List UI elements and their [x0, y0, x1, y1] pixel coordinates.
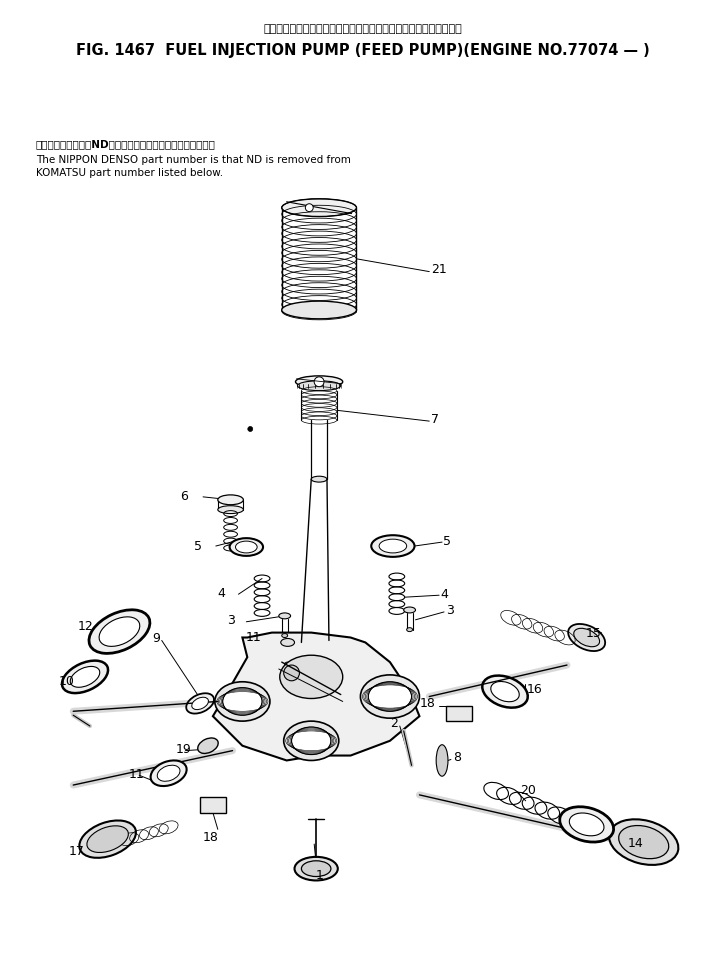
- Text: 7: 7: [431, 413, 439, 426]
- Ellipse shape: [560, 807, 613, 842]
- Ellipse shape: [279, 613, 291, 619]
- Ellipse shape: [302, 861, 331, 876]
- Ellipse shape: [368, 682, 412, 712]
- Text: KOMATSU part number listed below.: KOMATSU part number listed below.: [36, 168, 223, 179]
- Text: 4: 4: [440, 588, 448, 601]
- Ellipse shape: [285, 662, 291, 666]
- Text: The NIPPON DENSO part number is that ND is removed from: The NIPPON DENSO part number is that ND …: [36, 154, 351, 165]
- Ellipse shape: [186, 693, 214, 713]
- Ellipse shape: [79, 821, 136, 858]
- Ellipse shape: [218, 495, 244, 505]
- Text: 11: 11: [245, 631, 261, 644]
- Text: 3: 3: [446, 604, 454, 618]
- Ellipse shape: [379, 539, 407, 553]
- Ellipse shape: [151, 760, 186, 786]
- Text: FIG. 1467  FUEL INJECTION PUMP (FEED PUMP)(ENGINE NO.77074 — ): FIG. 1467 FUEL INJECTION PUMP (FEED PUMP…: [75, 43, 650, 59]
- Ellipse shape: [191, 697, 209, 710]
- Text: 15: 15: [586, 627, 602, 640]
- Ellipse shape: [281, 638, 294, 646]
- Bar: [446, 707, 471, 721]
- Ellipse shape: [198, 738, 218, 753]
- Text: フェルインジェクションポンプ　フィードポンプ　適　用　号　機: フェルインジェクションポンプ フィードポンプ 適 用 号 機: [263, 23, 462, 34]
- Ellipse shape: [280, 655, 343, 699]
- Ellipse shape: [157, 765, 180, 781]
- Ellipse shape: [296, 376, 343, 387]
- Ellipse shape: [223, 688, 262, 715]
- Text: 9: 9: [152, 632, 160, 645]
- Ellipse shape: [89, 610, 150, 653]
- Text: 19: 19: [175, 743, 191, 756]
- Text: 3: 3: [227, 614, 234, 628]
- Ellipse shape: [294, 857, 338, 880]
- Text: 8: 8: [453, 751, 461, 764]
- Ellipse shape: [282, 199, 357, 217]
- Text: 11: 11: [128, 768, 144, 781]
- Ellipse shape: [407, 628, 413, 631]
- Ellipse shape: [291, 727, 331, 754]
- Ellipse shape: [371, 535, 415, 557]
- Circle shape: [305, 204, 313, 212]
- Ellipse shape: [573, 629, 600, 647]
- Text: 4: 4: [218, 587, 225, 599]
- Ellipse shape: [568, 624, 605, 651]
- Ellipse shape: [282, 302, 357, 319]
- Text: 品番のメーカー記号NDを除いたものが日本電装の品番です。: 品番のメーカー記号NDを除いたものが日本電装の品番です。: [36, 139, 216, 148]
- Text: 17: 17: [68, 845, 84, 859]
- Ellipse shape: [282, 633, 288, 637]
- Text: 1: 1: [315, 869, 323, 882]
- Ellipse shape: [404, 607, 415, 613]
- Polygon shape: [213, 632, 420, 760]
- Text: 18: 18: [420, 697, 435, 710]
- Circle shape: [248, 427, 253, 431]
- Ellipse shape: [360, 674, 420, 718]
- Ellipse shape: [99, 617, 140, 646]
- Text: 5: 5: [443, 535, 451, 548]
- Text: 21: 21: [431, 264, 447, 276]
- Ellipse shape: [230, 538, 263, 556]
- Ellipse shape: [482, 675, 528, 708]
- Bar: [200, 796, 225, 813]
- Ellipse shape: [436, 745, 448, 776]
- Text: 5: 5: [194, 540, 202, 552]
- Text: 2: 2: [390, 716, 398, 730]
- Ellipse shape: [62, 661, 108, 693]
- Ellipse shape: [70, 667, 100, 687]
- Text: 20: 20: [520, 785, 536, 797]
- Ellipse shape: [491, 681, 519, 702]
- Ellipse shape: [311, 476, 327, 482]
- Text: 10: 10: [59, 675, 75, 688]
- Text: 14: 14: [628, 836, 644, 849]
- Ellipse shape: [609, 819, 679, 865]
- Ellipse shape: [215, 682, 270, 721]
- Text: 16: 16: [526, 683, 542, 696]
- Ellipse shape: [283, 721, 339, 760]
- Ellipse shape: [218, 506, 244, 513]
- Text: 13: 13: [575, 814, 591, 827]
- Ellipse shape: [618, 826, 668, 859]
- Circle shape: [283, 665, 299, 681]
- Ellipse shape: [236, 541, 257, 553]
- Ellipse shape: [297, 381, 341, 390]
- Text: 6: 6: [181, 490, 188, 504]
- Ellipse shape: [87, 826, 128, 852]
- Circle shape: [314, 377, 324, 386]
- Text: 18: 18: [203, 831, 219, 843]
- Text: 12: 12: [78, 620, 94, 633]
- Ellipse shape: [569, 813, 604, 835]
